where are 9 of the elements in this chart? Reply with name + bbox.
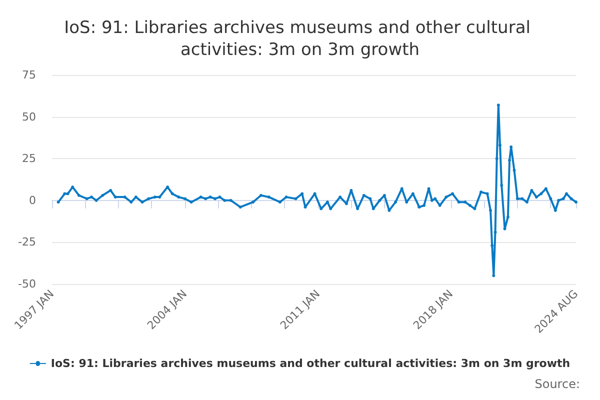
y-tick-label: 25	[22, 152, 36, 166]
y-tick-label: -25	[18, 236, 36, 249]
y-tick-label: 75	[22, 68, 36, 82]
y-tick-label: 0	[29, 194, 36, 207]
legend-label: IoS: 91: Libraries archives museums and other cultural activities: 3m on 3m growth	[50, 357, 570, 370]
source-note: Source:	[534, 377, 580, 391]
chart-title: IoS: 91: Libraries archives museums and other cultural activities: 3m on 3m growth	[64, 18, 536, 60]
y-tick-label: 50	[22, 110, 36, 124]
y-tick-label: -50	[18, 278, 36, 290]
